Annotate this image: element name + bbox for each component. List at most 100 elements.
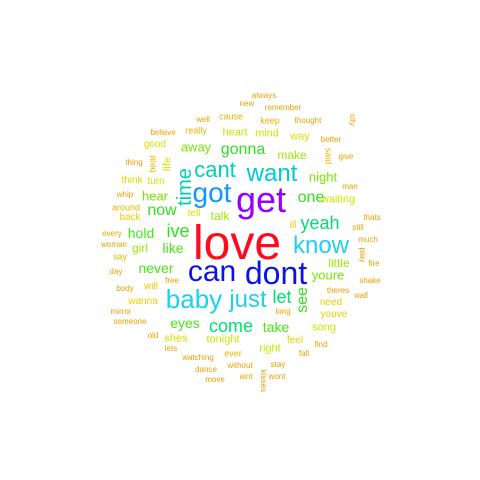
word-day: day (109, 267, 123, 276)
word-give: give (338, 152, 354, 161)
word-shes: shes (164, 332, 188, 345)
word-still: still (352, 223, 364, 232)
word-life: life (161, 156, 174, 172)
word-like: like (162, 240, 184, 256)
word-let: let (272, 287, 292, 307)
word-whip: whip (116, 190, 134, 199)
word-gonna: gonna (220, 141, 266, 158)
word-woman: woman (101, 240, 127, 249)
word-wanna: wanna (128, 296, 158, 307)
word-someone: someone (113, 317, 147, 326)
word-now: now (147, 202, 177, 219)
word-kisses: kisses (259, 369, 268, 393)
word-hold: hold (127, 225, 155, 241)
word-watching: watching (182, 353, 214, 362)
word-wont: wont (268, 372, 286, 381)
word-night: night (308, 169, 338, 185)
word-mind: mind (255, 127, 279, 140)
word-fall: fall (298, 349, 310, 358)
word-eyes: eyes (170, 315, 200, 331)
word-come: come (208, 316, 254, 336)
word-take: take (262, 319, 290, 335)
word-remember: remember (264, 103, 302, 112)
word-much: much (358, 235, 378, 244)
word-baby: baby (165, 284, 223, 314)
word-just: just (229, 286, 267, 313)
word-old: old (147, 331, 159, 340)
word-every: every (102, 229, 122, 238)
word-see: see (294, 287, 311, 313)
word-ill: ill (289, 220, 297, 231)
word-without: without (227, 361, 253, 370)
word-talk: talk (210, 209, 230, 223)
word-feel: feel (286, 335, 304, 346)
word-dont: dont (244, 255, 308, 291)
word-know: know (292, 232, 350, 259)
word-song: song (312, 321, 336, 334)
word-love: love (192, 217, 282, 270)
word-stay: stay (270, 360, 286, 369)
word-way: way (290, 130, 310, 143)
word-shake: shake (359, 276, 381, 285)
word-fire: fire (368, 259, 380, 268)
word-new: new (239, 99, 255, 108)
word-girl: girl (131, 241, 149, 255)
word-get: get (235, 179, 287, 220)
word-thing: thing (125, 158, 143, 167)
word-really: really (185, 125, 207, 136)
word-mirror: mirror (110, 307, 132, 316)
word-man: man (342, 182, 358, 191)
word-think: think (121, 175, 143, 186)
word-thought: thought (294, 116, 322, 125)
word-hear: hear (141, 188, 169, 204)
word-yeah: yeah (300, 213, 340, 233)
word-tonight: tonight (206, 333, 240, 346)
word-long: long (275, 307, 291, 316)
word-body: body (116, 284, 134, 293)
word-will: will (144, 281, 158, 292)
word-aint: aint (239, 372, 253, 381)
word-wall: wall (354, 291, 368, 300)
word-ever: ever (224, 348, 242, 359)
word-better: better (320, 135, 342, 144)
word-well: well (196, 115, 210, 124)
word-little: little (328, 256, 350, 270)
word-need: need (319, 297, 343, 308)
word-find: find (314, 340, 328, 349)
word-always: always (251, 91, 277, 100)
word-never: never (138, 260, 174, 276)
word-good: good (143, 139, 167, 150)
word-time: time (174, 168, 196, 206)
word-believe: believe (150, 128, 176, 137)
word-beat: beat (147, 155, 158, 173)
word-free: free (165, 276, 179, 285)
word-got: got (192, 177, 232, 208)
word-dance: dance (195, 365, 217, 374)
word-waiting: waiting (320, 193, 356, 206)
word-move: move (205, 375, 225, 384)
word-one: one (297, 189, 325, 206)
word-youve: youve (320, 309, 348, 320)
word-said: said (323, 147, 334, 165)
word-say: say (112, 251, 128, 262)
word-cant: cant (194, 157, 236, 182)
word-tell: tell (187, 208, 201, 219)
word-want: want (246, 160, 298, 187)
word-city: city (348, 114, 357, 126)
word-cause: cause (218, 111, 244, 122)
word-lets: lets (164, 344, 178, 353)
word-turn: turn (147, 176, 165, 187)
word-can: can (187, 255, 237, 288)
word-back: back (119, 212, 141, 223)
word-right: right (259, 342, 281, 355)
word-play: play (358, 247, 367, 263)
word-youre: youre (311, 267, 345, 283)
word-ive: ive (166, 221, 190, 241)
word-thats: thats (363, 213, 381, 222)
word-away: away (180, 139, 212, 155)
word-around: around (111, 202, 141, 213)
word-theres: theres (326, 286, 350, 295)
word-keep: keep (260, 115, 280, 126)
word-heart: heart (222, 126, 248, 139)
